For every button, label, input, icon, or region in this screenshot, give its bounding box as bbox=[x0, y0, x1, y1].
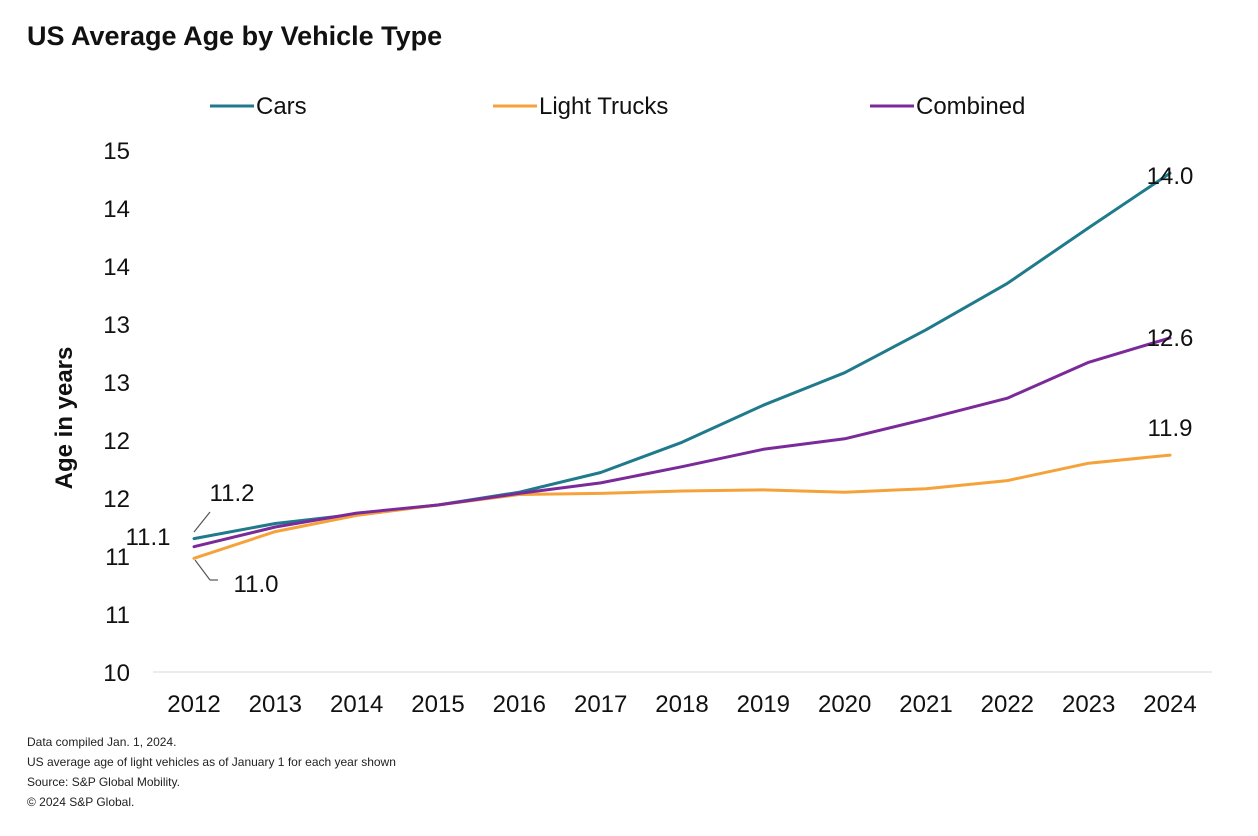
footnote-date: Data compiled Jan. 1, 2024. bbox=[27, 735, 176, 749]
x-tick-label: 2019 bbox=[737, 691, 790, 718]
series-line-cars bbox=[192, 171, 1172, 541]
y-tick-label: 14 bbox=[103, 254, 130, 281]
data-label-trucks-2024: 11.9 bbox=[1148, 415, 1193, 442]
series-line-combined bbox=[192, 336, 1172, 549]
data-label-combined-2024: 12.6 bbox=[1147, 325, 1194, 352]
data-labels: 14.0 12.6 11.9 11.2 11.1 11.0 bbox=[126, 163, 1194, 598]
y-tick-label: 14 bbox=[103, 196, 130, 223]
x-tick-label: 2015 bbox=[411, 691, 464, 718]
y-tick-label: 15 bbox=[103, 138, 130, 165]
x-tick-label: 2023 bbox=[1062, 691, 1115, 718]
x-tick-label: 2017 bbox=[574, 691, 627, 718]
y-tick-label: 11 bbox=[105, 544, 130, 571]
x-tick-label: 2022 bbox=[981, 691, 1034, 718]
legend-label-combined: Combined bbox=[916, 93, 1025, 120]
chart-title: US Average Age by Vehicle Type bbox=[27, 21, 442, 51]
y-axis-ticks: 10 11 11 12 12 13 13 14 14 15 bbox=[103, 138, 130, 687]
y-tick-label: 11 bbox=[105, 602, 130, 629]
legend-label-light-trucks: Light Trucks bbox=[539, 93, 668, 120]
callout-line-11-2 bbox=[193, 511, 211, 533]
footnotes: Data compiled Jan. 1, 2024. US average a… bbox=[27, 735, 396, 809]
y-tick-label: 13 bbox=[103, 312, 130, 339]
x-tick-label: 2024 bbox=[1143, 691, 1196, 718]
x-axis-ticks: 2012 2013 2014 2015 2016 2017 2018 2019 2020 2021… bbox=[167, 691, 1196, 718]
y-axis-title: Age in years bbox=[51, 347, 78, 490]
data-label-cars-2024: 14.0 bbox=[1147, 163, 1194, 190]
footnote-description: US average age of light vehicles as of J… bbox=[27, 755, 396, 769]
data-label-cars-2012: 11.2 bbox=[210, 480, 255, 507]
x-tick-label: 2020 bbox=[818, 691, 871, 718]
callout-line-11-0 bbox=[194, 559, 211, 581]
footnote-copyright: © 2024 S&P Global. bbox=[27, 795, 134, 809]
y-tick-label: 10 bbox=[103, 660, 130, 687]
x-tick-label: 2014 bbox=[330, 691, 383, 718]
y-tick-label: 13 bbox=[103, 370, 130, 397]
x-tick-label: 2012 bbox=[167, 691, 220, 718]
chart-legend: Cars Light Trucks Combined bbox=[210, 93, 1025, 120]
x-tick-label: 2013 bbox=[249, 691, 302, 718]
data-label-combined-2012: 11.1 bbox=[126, 524, 171, 551]
x-tick-label: 2016 bbox=[493, 691, 546, 718]
legend-label-cars: Cars bbox=[256, 93, 307, 120]
footnote-source: Source: S&P Global Mobility. bbox=[27, 775, 180, 789]
x-tick-label: 2021 bbox=[899, 691, 952, 718]
y-tick-label: 12 bbox=[103, 486, 130, 513]
x-tick-label: 2018 bbox=[655, 691, 708, 718]
series-line-light-trucks bbox=[192, 453, 1172, 560]
series-lines bbox=[192, 171, 1172, 560]
y-tick-label: 12 bbox=[103, 428, 130, 455]
data-label-trucks-2012: 11.0 bbox=[234, 571, 279, 598]
